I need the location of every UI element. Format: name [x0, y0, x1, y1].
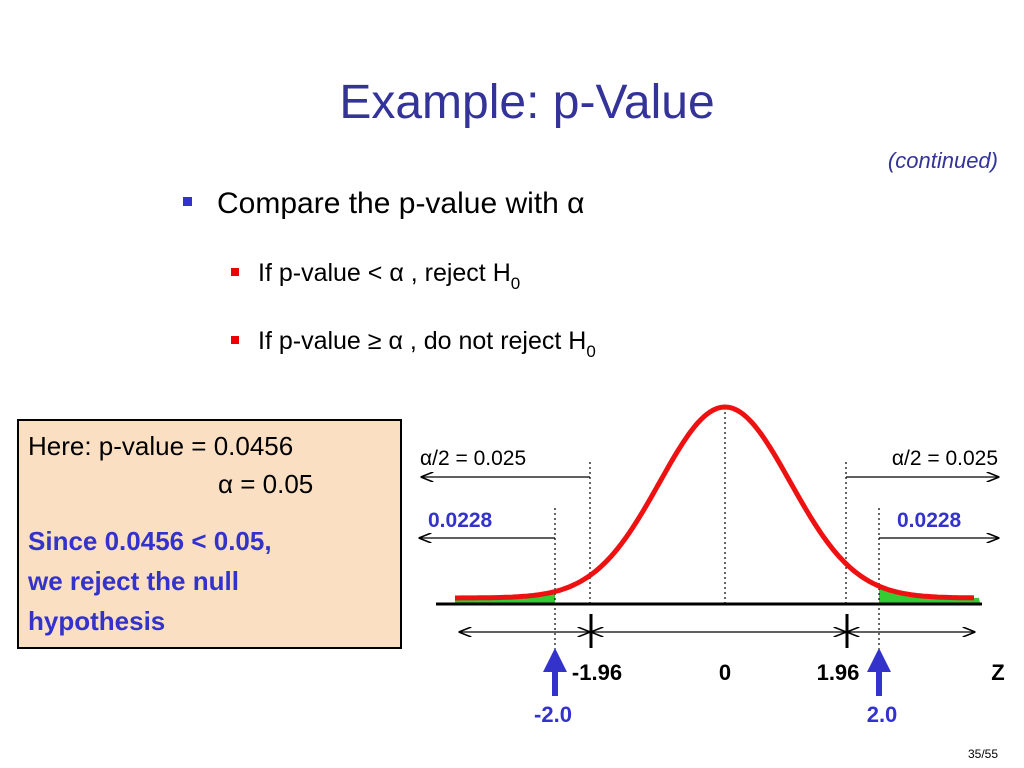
page-number: 35/55 [968, 747, 998, 761]
sub-bullet [231, 268, 239, 276]
axis-label: 1.96 [817, 660, 860, 685]
alpha-label: α/2 = 0.025 [420, 447, 526, 470]
p-label: 0.0228 [428, 509, 493, 532]
diagram: α/2 = 0.025 α/2 = 0.025 0.0228 0.0228 -1… [420, 404, 1005, 727]
alpha-label: α/2 = 0.025 [892, 447, 998, 470]
normal-curve [455, 404, 975, 601]
sub-bullet-text: If p-value < α , reject H0 [258, 259, 520, 293]
axis-label: -1.96 [572, 660, 622, 685]
sub-bullet [231, 336, 239, 344]
conclusion: hypothesis [28, 606, 165, 636]
bullet [183, 197, 192, 206]
box-text: Here: p-value = 0.0456 [28, 431, 293, 461]
stat-label: 2.0 [867, 702, 898, 727]
conclusion: we reject the null [27, 566, 239, 596]
stat-label: -2.0 [534, 702, 572, 727]
axis-label: 0 [719, 660, 731, 685]
tail-area [455, 586, 980, 603]
p-label: 0.0228 [897, 509, 962, 532]
title: Example: p-Value [339, 76, 714, 129]
box-text: α = 0.05 [218, 469, 313, 499]
sub-bullet-text: If p-value ≥ α , do not reject H0 [258, 327, 596, 361]
arrows [420, 477, 998, 632]
info-box [17, 419, 402, 649]
subtitle: (continued) [888, 148, 998, 173]
axis-name: Z [991, 660, 1004, 685]
conclusion: Since 0.0456 < 0.05, [28, 526, 272, 556]
bullet-text: Compare the p-value with α [217, 187, 585, 220]
